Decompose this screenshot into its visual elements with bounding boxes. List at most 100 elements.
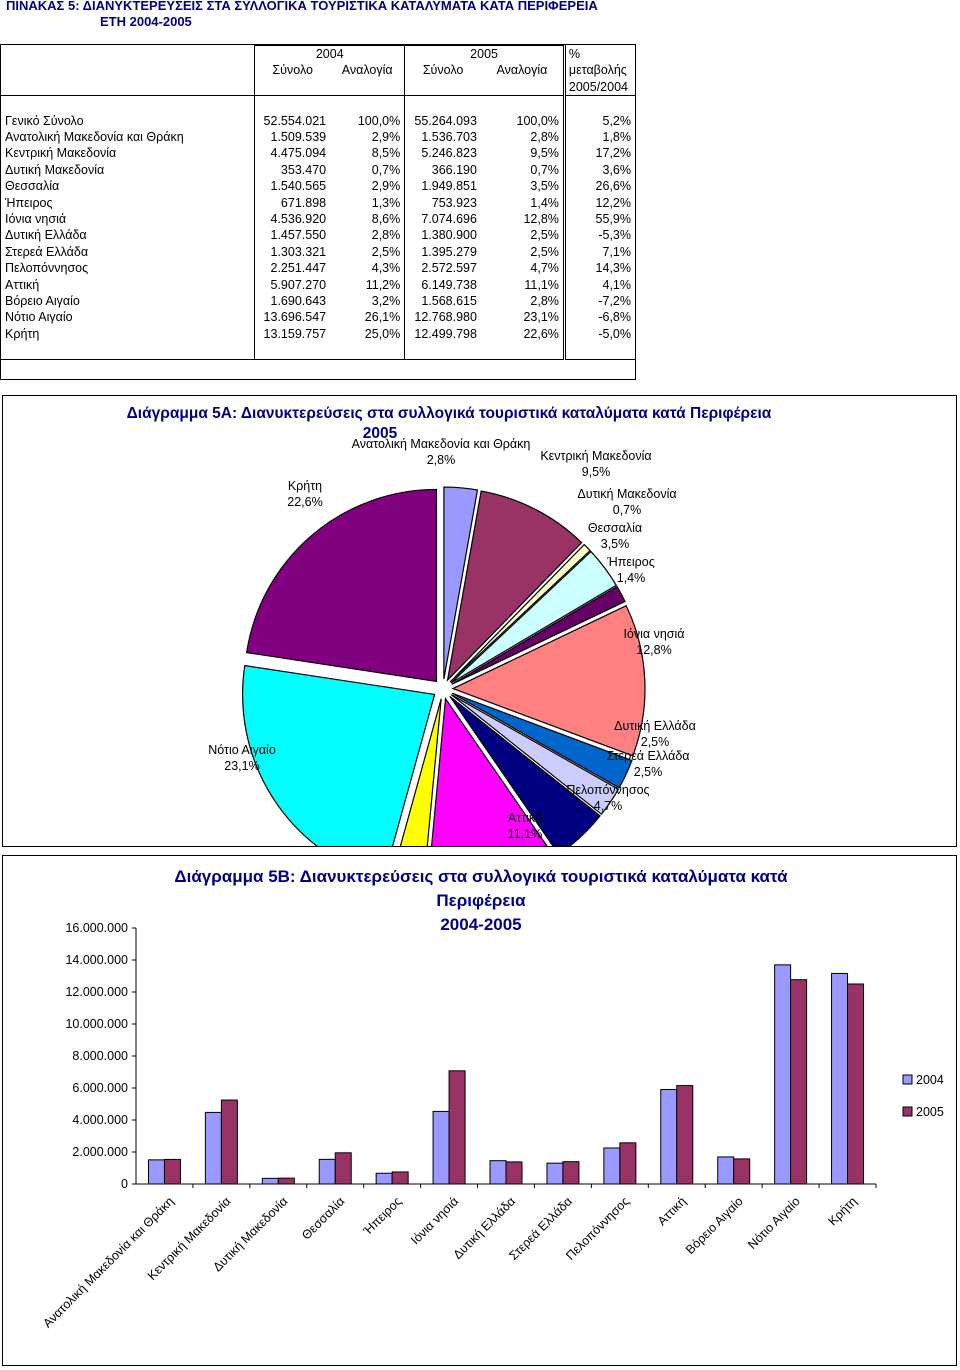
bar-2004-ήπειρος <box>375 1172 393 1185</box>
cell-s2005: 2,5% <box>530 244 559 259</box>
table-row: Δυτική Ελλάδα 1.457.550 2,8% 1.380.900 2,5% -… <box>1 227 635 244</box>
pie-label-name: Στερεά Ελλάδα <box>606 749 689 763</box>
pie-label-value: 1,4% <box>617 571 646 585</box>
table-row: Κεντρική Μακεδονία 4.475.094 8,5% 5.246.823… <box>1 145 635 162</box>
bar-2005-κεντρική-μακεδονία <box>220 1099 238 1185</box>
cell-chg: -5,0% <box>562 325 635 343</box>
bar-2005-αττική <box>676 1085 694 1185</box>
bar-2004-θεσσαλία <box>318 1158 336 1185</box>
cell-chg: 7,1% <box>562 243 635 261</box>
pie-label-value: 3,5% <box>601 537 630 551</box>
table-row: Ήπειρος 671.898 1,3% 753.923 1,4% 12,2% <box>1 194 635 212</box>
cell-t2004: 2.251.447 <box>254 260 331 277</box>
table-row: Ιόνια νησιά 4.536.920 8,6% 7.074.696 12,8% 55… <box>1 211 635 228</box>
cell-t2005: 6.149.738 <box>404 276 481 294</box>
pie-label-value: 2,8% <box>427 453 456 467</box>
cell-t2004: 671.898 <box>254 194 331 212</box>
cell-s2004: 25,0% <box>364 326 401 341</box>
bar-2005-θεσσαλία <box>334 1152 352 1185</box>
cell-chg: 12,2% <box>562 194 635 212</box>
pie-label-value: 0,7% <box>613 503 642 517</box>
cell-name: Αττική <box>5 277 40 292</box>
cell-t2005: 12.768.980 <box>404 309 481 326</box>
bar-2004-δυτική-μακεδονία <box>261 1177 279 1185</box>
cell-t2005: 5.246.823 <box>404 145 481 162</box>
cell-chg: 17,2% <box>562 145 635 162</box>
cell-s2004: 4,3% <box>371 261 401 276</box>
cell-s2004: 3,2% <box>371 294 401 309</box>
bar-2005-ιόνια-νησιά <box>448 1070 466 1185</box>
cell-t2005: 12.499.798 <box>404 325 481 343</box>
cell-s2004: 2,9% <box>371 130 401 145</box>
cell-t2004: 1.690.643 <box>254 293 331 310</box>
cell-s2005: 2,5% <box>530 228 559 243</box>
cell-t2004: 13.159.757 <box>254 325 331 343</box>
cell-t2004: 1.540.565 <box>254 178 331 195</box>
pie-label-name: Κεντρική Μακεδονία <box>540 449 651 463</box>
y-tick-label: 8.000.000 <box>72 1049 128 1063</box>
table-row: Αττική 5.907.270 11,2% 6.149.738 11,1% 4,1% <box>1 276 635 294</box>
bar-2005-ήπειρος <box>391 1171 409 1185</box>
pie-label-name: Αττική <box>508 811 542 825</box>
pie-label-name: Θεσσαλία <box>588 521 642 535</box>
cell-s2005: 9,5% <box>530 146 559 161</box>
x-tick-label: Κρήτη <box>826 1194 860 1228</box>
legend-label-2004: 2004 <box>916 1073 944 1087</box>
x-tick-label: Ιόνια νησιά <box>408 1194 461 1247</box>
bar-2004-νότιο-αιγαίο <box>774 964 792 1185</box>
cell-t2005: 1.949.851 <box>404 178 481 195</box>
bar-2004-αττική <box>660 1088 678 1185</box>
y-tick-label: 10.000.000 <box>65 1017 128 1031</box>
cell-chg: 4,1% <box>562 276 635 294</box>
table-row: Δυτική Μακεδονία 353.470 0,7% 366.190 0,7% 3,… <box>1 161 635 179</box>
bar-2004-πελοπόννησος <box>603 1147 621 1185</box>
legend-swatch-2005 <box>902 1106 913 1117</box>
pie-slice-κρήτη <box>245 488 438 683</box>
cell-chg: 14,3% <box>562 260 635 277</box>
pie-label-name: Ήπειρος <box>606 555 655 569</box>
bar-chart-title-line2: Περιφέρεια <box>436 891 526 910</box>
table-row: Στερεά Ελλάδα 1.303.321 2,5% 1.395.279 2,5% 7… <box>1 243 635 261</box>
pie-slice-δυτική-ελλάδα <box>451 692 633 789</box>
cell-name: Νότιο Αιγαίο <box>5 310 73 325</box>
cell-t2005: 366.190 <box>404 161 481 179</box>
x-tick-label: Βόρειο Αιγαίο <box>683 1194 746 1257</box>
header-pct-years: 2005/2004 <box>562 78 635 96</box>
cell-t2005: 55.264.093 <box>404 112 481 130</box>
cell-s2004: 11,2% <box>365 277 401 292</box>
cell-name: Δυτική Μακεδονία <box>5 162 105 177</box>
cell-s2005: 100,0% <box>516 113 559 128</box>
header-share-2005: Αναλογία <box>496 63 548 78</box>
pie-label-name: Ανατολική Μακεδονία και Θράκη <box>352 437 531 451</box>
cell-s2005: 11,1% <box>524 277 559 292</box>
cell-s2004: 2,8% <box>371 228 401 243</box>
x-tick-label: Ήπειρος <box>360 1194 404 1238</box>
cell-name: Πελοπόννησος <box>5 261 89 276</box>
x-tick-label: Θεσσαλία <box>299 1194 347 1242</box>
pie-slice-κεντρική-μακεδονία <box>446 490 583 682</box>
cell-chg: 26,6% <box>562 178 635 195</box>
cell-s2004: 1,3% <box>371 195 401 210</box>
cell-s2005: 1,4% <box>530 195 559 210</box>
bar-2005-νότιο-αιγαίο <box>790 979 808 1185</box>
pie-label-value: 11,1% <box>508 827 543 841</box>
pie-chart: Διάγραμμα 5Α: Διανυκτερεύσεις στα συλλογ… <box>127 405 772 892</box>
pie-label-name: Κρήτη <box>288 479 322 493</box>
bar-2004-κεντρική-μακεδονία <box>204 1111 222 1185</box>
pie-slice-θεσσαλία <box>450 550 618 684</box>
bar-2005-πελοπόννησος <box>619 1142 637 1185</box>
cell-t2005: 1.395.279 <box>404 243 481 261</box>
pie-label-name: Δυτική Μακεδονία <box>577 487 676 501</box>
cell-s2005: 4,7% <box>530 261 559 276</box>
cell-t2005: 753.923 <box>404 194 481 212</box>
cell-chg: -6,8% <box>562 309 635 326</box>
y-tick-label: 6.000.000 <box>72 1081 128 1095</box>
cell-t2004: 1.509.539 <box>254 129 331 146</box>
bar-2005-ανατολική-μακεδονία-και-θράκη <box>163 1158 181 1185</box>
y-tick-label: 2.000.000 <box>72 1145 128 1159</box>
header-total-2005: Σύνολο <box>404 62 481 79</box>
pie-label-value: 2,5% <box>634 765 663 779</box>
bar-2005-δυτική-ελλάδα <box>505 1161 523 1185</box>
pie-label-value: 22,6% <box>287 495 322 509</box>
cell-t2004: 1.303.321 <box>254 243 331 261</box>
